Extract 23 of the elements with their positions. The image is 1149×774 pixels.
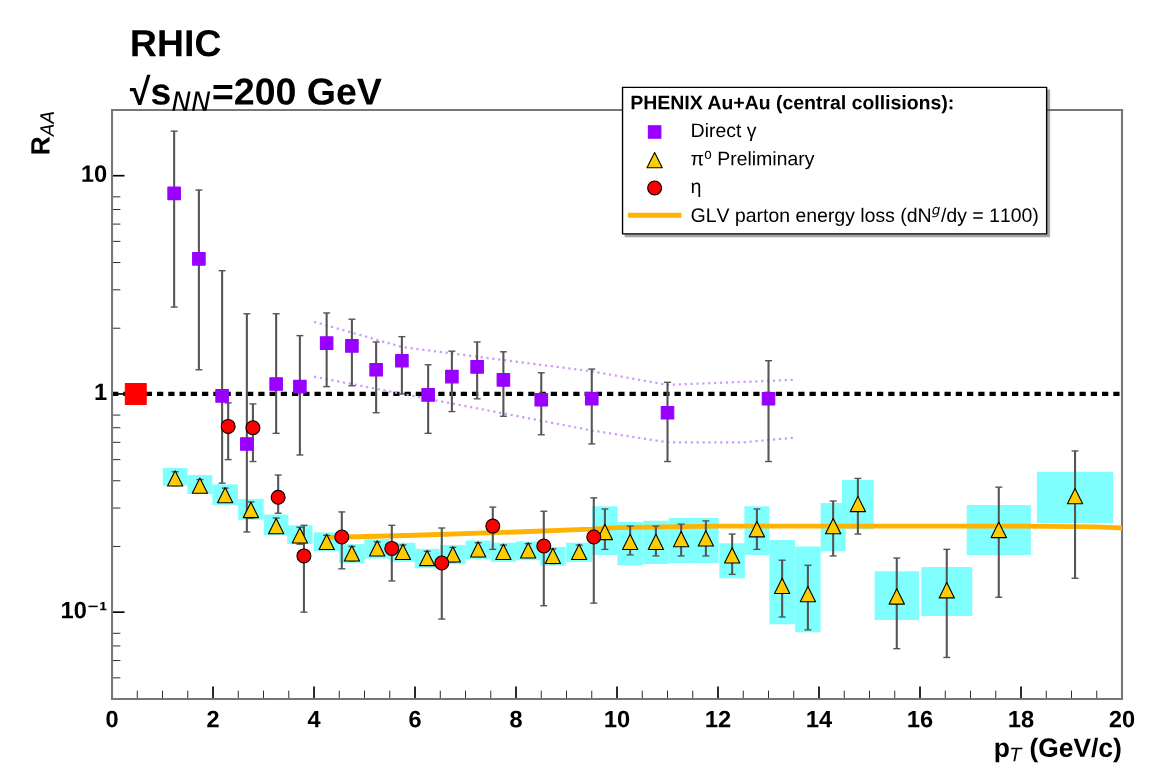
x-tick-label: 18 [1009,710,1034,728]
y-tick-label: 10 [82,165,107,183]
x-tick-label: 6 [409,710,421,728]
legend-label: η [691,182,701,198]
legend-title: PHENIX Au+Au (central collisions): [631,95,953,114]
legend-label: GLV parton energy loss (dN$^{g}$/dy = 1100) [691,206,1038,226]
annotation: √s$_{NN}$=200 GeV [129,74,382,111]
y-tick-label: 1 [95,383,107,401]
text: RHIC [132,29,221,57]
x-tick-label: 4 [307,710,321,728]
y-tick-label: 10⁻¹ [62,601,107,619]
x-tick-label: 2 [207,710,219,728]
x-tick-label: 14 [807,710,833,728]
x-tick-label: 8 [510,710,522,728]
y-axis-title: R$_{AA}$ [31,112,54,154]
x-tick-label: 12 [706,710,731,728]
x-tick-label: 10 [605,710,630,728]
legend-label: Direct γ [692,122,757,142]
x-tick-label: 20 [1109,710,1135,728]
x-axis-title: p$_{T}$ (GeV/c) [995,737,1121,763]
x-tick-label: 0 [106,710,118,728]
legend-label: π⁰ Preliminary [691,150,815,170]
x-tick-label: 16 [908,710,933,728]
